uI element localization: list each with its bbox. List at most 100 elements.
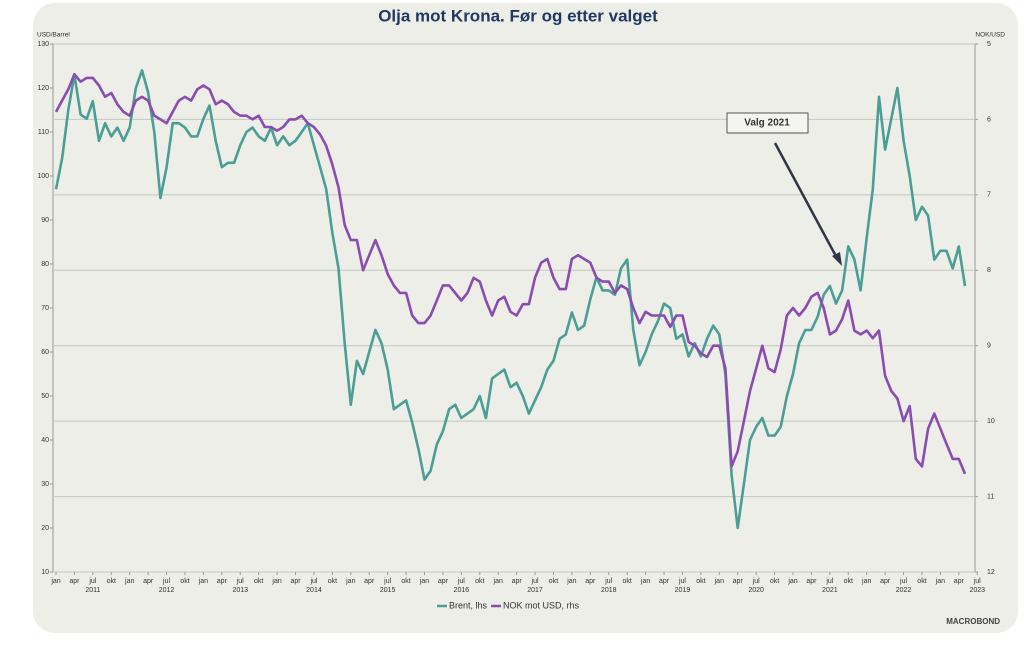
y2-tick-label: 7 [987,192,991,199]
x-tick-label: jan [345,578,355,585]
x-tick-label: jul [752,578,760,585]
annotation: Valg 2021 [744,118,790,129]
x-tick-label: okt [401,578,410,585]
x-tick-label: jul [604,578,612,585]
plot-area: 10 20 30 40 50 60 70 80 90 100 110 120 130 5 6 7 8 9 10 11 1… [37,41,995,611]
x-year-label: 2014 [306,587,322,594]
x-year-label: 2015 [380,587,396,594]
x-tick-label: okt [254,578,263,585]
x-tick-label: apr [364,578,375,585]
x-tick-label: okt [844,578,853,585]
x-tick-label: jan [198,578,208,585]
x-year-label: 2019 [675,587,691,594]
panel [33,3,1018,633]
legend-item: Brent, lhs [437,600,488,610]
x-tick-label: jan [640,578,650,585]
x-tick-label: apr [806,578,817,585]
x-tick-label: okt [328,578,337,585]
y-axis-label: USD/Barrel [37,32,70,39]
y-tick-label: 100 [37,173,49,180]
x-year-label: 2011 [85,587,100,594]
x-tick-label: jul [457,578,465,585]
x-tick-label: okt [696,578,705,585]
x-tick-label: apr [217,578,228,585]
x-tick-label: okt [917,578,926,585]
x-tick-label: apr [290,578,301,585]
y-tick-label: 80 [41,261,49,268]
x-tick-label: jul [88,578,96,585]
y-tick-label: 40 [41,437,49,444]
y2-tick-label: 8 [987,267,991,274]
x-year-label: 2022 [896,587,912,594]
x-tick-label: apr [880,578,891,585]
y-tick-label: 120 [37,85,49,92]
x-tick-label: jan [861,578,871,585]
annotation-arrowhead [832,252,842,266]
x-tick-label: jan [493,578,503,585]
x-tick-label: apr [585,578,596,585]
y-tick-label: 60 [41,349,49,356]
x-tick-label: apr [733,578,744,585]
x-tick-label: jul [678,578,686,585]
series-line [54,69,967,530]
y-tick-label: 110 [38,129,49,136]
legend-item: NOK mot USD, rhs [491,600,580,610]
x-tick-label: jan [935,578,945,585]
annotation-arrow [773,142,840,261]
y2-tick-label: 6 [987,116,991,123]
x-year-label: 2021 [822,587,838,594]
x-tick-label: apr [659,578,670,585]
x-tick-label: okt [549,578,558,585]
x-year-label: 2023 [969,587,985,594]
y2-tick-label: 9 [987,343,991,350]
y-tick-label: 90 [41,217,49,224]
x-tick-label: okt [475,578,484,585]
legend-label: Brent, lhs [449,600,488,610]
x-year-label: 2016 [454,587,470,594]
chart-title: Olja mot Krona. Før og etter valget [378,6,658,25]
x-tick-label: apr [69,578,80,585]
x-tick-label: jan [50,578,60,585]
x-tick-label: jan [124,578,134,585]
x-tick-label: jan [271,578,281,585]
y-tick-label: 50 [41,393,49,400]
x-tick-label: okt [623,578,632,585]
x-tick-label: okt [180,578,189,585]
y-tick-label: 30 [41,481,49,488]
y2-tick-label: 11 [987,493,994,500]
x-tick-label: jul [309,578,317,585]
legend-label: NOK mot USD, rhs [503,600,580,610]
annotation-box [726,112,809,134]
x-tick-label: jul [162,578,170,585]
x-tick-label: jul [236,578,244,585]
y-tick-label: 20 [41,525,49,532]
y2-axis-label: NOK/USD [975,32,1005,39]
x-tick-label: jul [825,578,833,585]
x-tick-label: okt [770,578,779,585]
y-tick-label: 70 [41,305,49,312]
x-tick-label: jul [383,578,391,585]
x-tick-label: okt [107,578,116,585]
x-tick-label: apr [512,578,523,585]
x-year-label: 2017 [527,587,543,594]
x-tick-label: jan [787,578,797,585]
y-tick-label: 130 [37,41,49,48]
x-tick-label: apr [438,578,449,585]
series-line [54,72,967,475]
x-year-label: 2020 [748,587,764,594]
y2-tick-label: 12 [987,569,995,576]
x-tick-label: jul [973,578,981,585]
x-tick-label: jul [531,578,539,585]
x-tick-label: apr [143,578,154,585]
x-tick-label: jul [899,578,907,585]
y-tick-label: 10 [41,569,49,576]
x-tick-label: jan [714,578,724,585]
x-year-label: 2012 [159,587,175,594]
x-tick-label: jan [566,578,576,585]
x-tick-label: apr [954,578,965,585]
x-tick-label: jan [419,578,429,585]
logo: MACROBOND [946,617,1000,626]
x-year-label: 2013 [232,587,248,594]
x-year-label: 2018 [601,587,617,594]
